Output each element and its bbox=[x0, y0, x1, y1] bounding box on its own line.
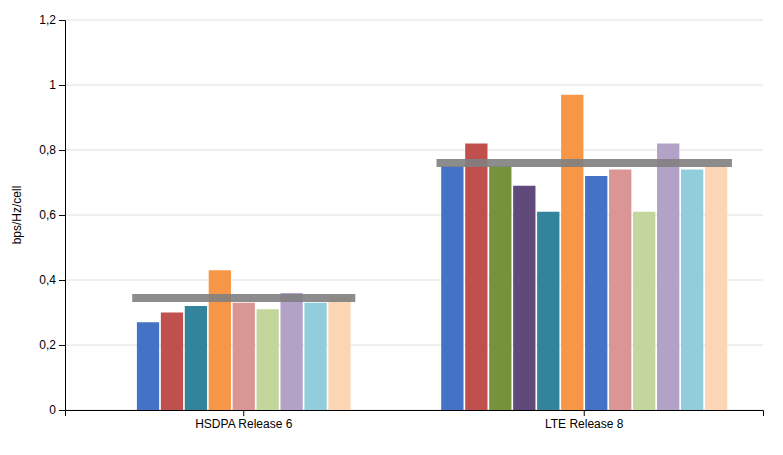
tick-label: 0,4 bbox=[39, 273, 56, 287]
bar bbox=[161, 313, 183, 411]
grid-line bbox=[65, 20, 763, 21]
axis-line bbox=[66, 411, 764, 417]
tick: 0,4 bbox=[39, 273, 65, 287]
tick-label: LTE Release 8 bbox=[545, 417, 624, 431]
bar bbox=[705, 166, 727, 410]
reference-line bbox=[132, 294, 355, 302]
tick-label: 1 bbox=[49, 78, 56, 92]
tick-mark bbox=[59, 280, 65, 281]
tick: 0,8 bbox=[39, 143, 65, 157]
bar bbox=[633, 212, 655, 410]
bar bbox=[513, 186, 535, 410]
tick: 0,2 bbox=[39, 338, 65, 352]
bar bbox=[489, 166, 511, 410]
y-axis: 0 0,2 0,4 0,6 0,8 1 1,2 bbox=[39, 13, 65, 417]
tick-label: 0,8 bbox=[39, 143, 56, 157]
bar bbox=[465, 144, 487, 411]
bar bbox=[233, 303, 255, 410]
x-axis: HSDPA Release 6 LTE Release 8 bbox=[66, 410, 764, 431]
bar bbox=[609, 170, 631, 411]
bar bbox=[257, 309, 279, 410]
tick-mark bbox=[584, 410, 585, 416]
bar bbox=[185, 306, 207, 410]
bar bbox=[537, 212, 559, 410]
tick-mark bbox=[59, 20, 65, 21]
bar bbox=[585, 176, 607, 410]
bar bbox=[657, 144, 679, 411]
bar bbox=[441, 166, 463, 410]
bar bbox=[280, 293, 302, 410]
tick-label: 0,6 bbox=[39, 208, 56, 222]
bar-group bbox=[437, 95, 732, 410]
tick: 0 bbox=[49, 403, 65, 417]
bar bbox=[561, 95, 583, 410]
grid bbox=[65, 20, 763, 410]
tick: 0,6 bbox=[39, 208, 65, 222]
tick-label: 0,2 bbox=[39, 338, 56, 352]
reference-line bbox=[437, 159, 732, 167]
axis-line bbox=[59, 21, 66, 411]
tick: LTE Release 8 bbox=[545, 410, 624, 431]
tick: 1 bbox=[49, 78, 65, 92]
tick-mark bbox=[59, 345, 65, 346]
bar bbox=[209, 270, 231, 410]
y-axis-title: bps/Hz/cell bbox=[10, 186, 24, 245]
tick-mark bbox=[59, 215, 65, 216]
tick-label: HSDPA Release 6 bbox=[195, 417, 292, 431]
bar bbox=[137, 322, 159, 410]
bar-group bbox=[132, 270, 355, 410]
bar bbox=[328, 296, 350, 410]
marks bbox=[132, 95, 732, 410]
tick-mark bbox=[243, 410, 244, 416]
tick-label: 0 bbox=[49, 403, 56, 417]
grid-line bbox=[65, 85, 763, 86]
chart: 0 0,2 0,4 0,6 0,8 1 1,2 HSDPA Release 6 LTE Rele… bbox=[0, 0, 783, 455]
tick-mark bbox=[59, 410, 65, 411]
tick-mark bbox=[59, 85, 65, 86]
tick-label: 1,2 bbox=[39, 13, 56, 27]
tick: 1,2 bbox=[39, 13, 65, 27]
plot: 0 0,2 0,4 0,6 0,8 1 1,2 HSDPA Release 6 LTE Rele… bbox=[39, 13, 763, 430]
tick: HSDPA Release 6 bbox=[195, 410, 292, 431]
bar bbox=[681, 170, 703, 411]
tick-mark bbox=[59, 150, 65, 151]
bar bbox=[304, 303, 326, 410]
